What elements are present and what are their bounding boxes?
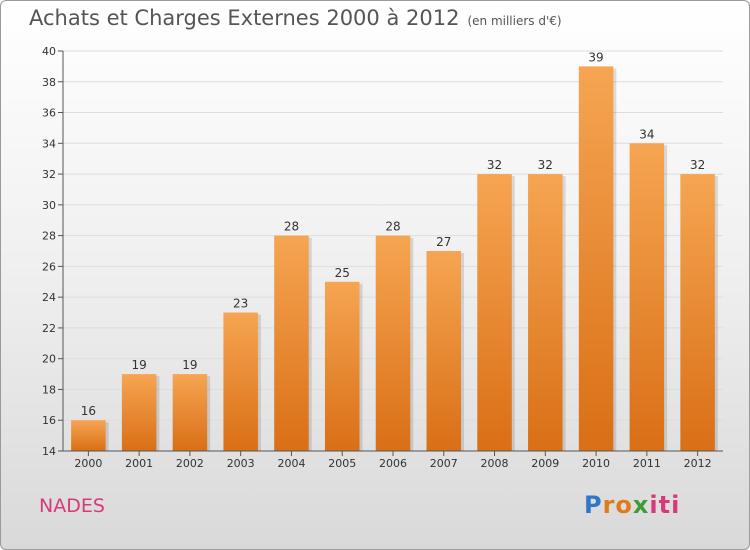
bar-2012 [680,174,715,452]
bar-2011 [629,143,665,452]
bar-2007 [426,251,462,451]
y-tick-label: 24 [42,291,56,304]
bar-2009 [528,174,563,452]
y-tick-label: 20 [42,353,56,366]
y-tick-label: 36 [42,107,56,120]
chart-title: Achats et Charges Externes 2000 à 2012 (e… [29,6,562,30]
chart-subtitle: (en milliers d'€) [467,14,562,28]
x-tick-label: 2000 [74,457,102,470]
bar-2004 [274,235,309,451]
bar-value-label: 34 [639,127,654,141]
x-tick-label: 2003 [227,457,255,470]
y-tick-label: 16 [42,414,56,427]
bar-2005 [324,281,360,451]
bar-value-label: 28 [284,220,299,234]
bar-value-label: 32 [538,158,553,172]
bar-2006 [375,235,411,451]
y-tick-label: 26 [42,260,56,273]
bar-2010 [578,66,614,451]
bar-2001 [121,374,157,451]
x-tick-label: 2012 [684,457,712,470]
location-label: NADES [39,495,105,517]
bar-chart: 16 19 19 23 28 25 28 27 32 32 39 34 32 14 16 18 20 22 24 2… [42,45,723,470]
bar-2002 [172,374,208,451]
bar-value-label: 39 [588,50,603,64]
x-tick-label: 2007 [430,457,458,470]
bar-value-label: 25 [335,266,350,280]
bar-2008 [477,174,512,452]
x-tick-label: 2006 [379,457,407,470]
bar-value-label: 19 [182,358,197,372]
x-tick-label: 2002 [176,457,204,470]
x-tick-label: 2009 [531,457,559,470]
bar-2003 [223,312,258,451]
bar-value-label: 16 [81,404,96,418]
bar-value-label: 23 [233,297,248,311]
y-tick-label: 22 [42,322,56,335]
x-tick-label: 2001 [125,457,153,470]
x-tick-label: 2008 [481,457,509,470]
bar-value-label: 32 [487,158,502,172]
bar-2000 [71,420,106,451]
y-tick-label: 34 [42,137,56,150]
y-tick-label: 14 [42,445,56,458]
axes: 14 16 18 20 22 24 26 28 30 32 34 36 38 40 2000 2001 2002… [42,45,723,470]
bar-value-label: 28 [385,220,400,234]
x-tick-label: 2005 [328,457,356,470]
y-tick-label: 32 [42,168,56,181]
proxiti-logo: Proxiti [584,491,681,519]
bar-value-label: 27 [436,235,451,249]
bar-value-label: 19 [132,358,147,372]
y-tick-label: 28 [42,230,56,243]
bars: 16 19 19 23 28 25 28 27 32 32 39 34 32 [71,50,718,452]
x-tick-label: 2010 [582,457,610,470]
y-tick-label: 40 [42,45,56,58]
y-tick-label: 18 [42,383,56,396]
x-tick-label: 2004 [277,457,305,470]
chart-title-text: Achats et Charges Externes 2000 à 2012 [29,6,460,30]
y-tick-label: 38 [42,76,56,89]
y-tick-label: 30 [42,199,56,212]
bar-value-label: 32 [690,158,705,172]
x-tick-label: 2011 [633,457,661,470]
